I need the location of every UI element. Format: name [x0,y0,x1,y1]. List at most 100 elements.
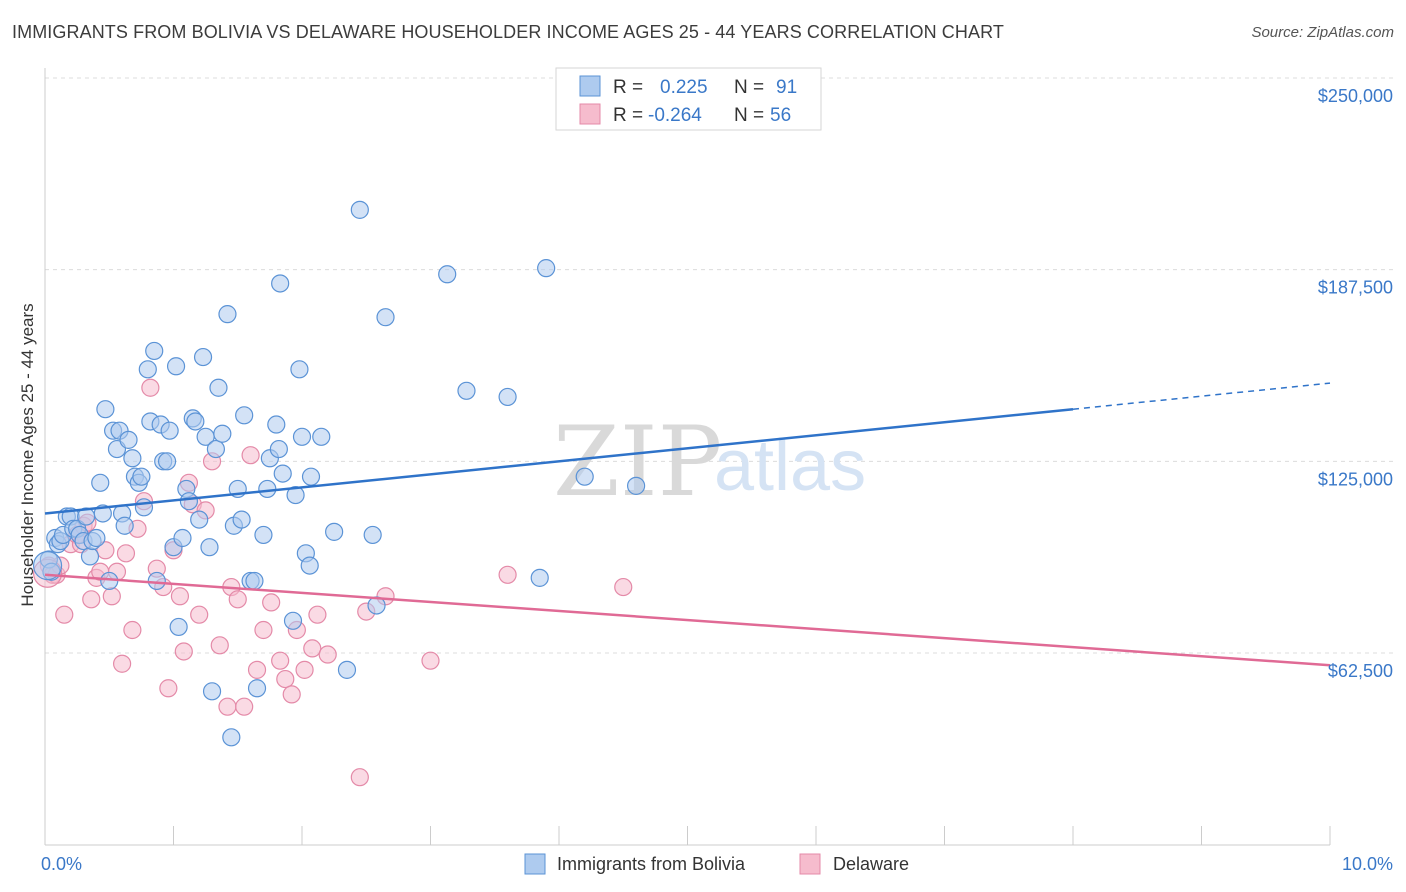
delaware-point-47 [303,639,322,658]
delaware-point-53 [421,651,440,670]
delaware-point-37 [235,697,254,716]
bolivia-trend-extension [1072,382,1331,410]
bolivia-point-90 [575,467,594,486]
bolivia-point-16 [91,473,110,492]
bolivia-point-41 [169,617,188,637]
bolivia-point-40 [166,357,186,376]
trend-lines [44,382,1331,667]
x-tick-label-0: 0.0% [41,854,82,874]
bolivia-point-42 [173,528,192,548]
bolivia-point-64 [254,525,273,545]
bolivia-point-54 [213,424,232,443]
legend-n-label-1: N = [734,77,764,98]
legend-n-value-2: 56 [770,105,791,126]
y-tick-labels: $62,500 $125,000 $187,500 $250,000 [1318,86,1393,681]
delaware-point-39 [247,660,267,679]
delaware-trend-line [44,573,1331,667]
bolivia-point-26 [123,449,142,468]
bolivia-point-84 [376,308,395,327]
bolivia-point-65 [258,479,277,499]
bolivia-point-86 [457,381,476,400]
bolivia-point-62 [245,571,264,591]
grid-lines [45,77,1395,654]
delaware-point-54 [498,565,517,584]
delaware-point-13 [96,541,115,560]
bolivia-point-25 [119,430,138,449]
bolivia-point-50 [200,538,219,557]
legend-r-value-1: 0.225 [660,77,708,98]
legend-pink-swatch [579,103,601,125]
y-tick-label-1: $125,000 [1318,469,1393,489]
delaware-point-17 [116,544,136,563]
y-tick-label-0: $62,500 [1328,661,1393,681]
watermark-atlas: atlas [714,426,866,506]
watermark: ZIP atlas [553,406,866,518]
bolivia-point-68 [269,439,288,459]
delaware-point-50 [350,768,369,787]
bolivia-point-48 [193,347,213,367]
watermark-zip: ZIP [553,406,722,518]
bolivia-point-91 [626,476,646,495]
bolivia-point-53 [209,378,228,397]
bolivia-cluster-marker [32,550,63,581]
delaware-point-55 [614,577,633,597]
legend-bolivia-label: Immigrants from Bolivia [557,854,746,874]
y-tick-label-3: $250,000 [1318,86,1393,106]
delaware-point-30 [190,605,209,624]
x-tick-label-1: 10.0% [1342,854,1393,874]
bolivia-point-24 [115,516,134,535]
delaware-point-16 [112,654,132,673]
legend-n-value-1: 91 [776,77,797,98]
legend-r-label-1: R = [613,77,643,98]
bolivia-point-55 [218,305,237,324]
bolivia-point-52 [206,439,226,459]
bolivia-point-34 [147,571,166,591]
bolivia-point-13 [80,547,100,566]
legend-bolivia-swatch [524,853,546,875]
legend-r-value-2: -0.264 [648,105,702,126]
bolivia-point-74 [292,427,312,446]
delaware-point-4 [55,605,74,624]
y-axis-label: Householder Income Ages 25 - 44 years [18,303,37,606]
delaware-point-44 [282,685,301,704]
bolivia-point-81 [350,200,369,219]
bolivia-point-31 [138,360,157,379]
bolivia-point-59 [232,510,251,529]
delaware-point-21 [141,378,160,397]
y-tick-label-2: $187,500 [1318,278,1393,298]
delaware-point-18 [123,620,142,640]
delaware-point-34 [218,697,237,716]
bolivia-point-56 [222,728,241,747]
delaware-point-38 [241,446,260,465]
bolivia-point-80 [337,660,357,679]
bolivia-point-33 [145,341,164,361]
bolivia-point-15 [87,528,106,548]
delaware-point-27 [174,642,193,661]
delaware-point-24 [159,679,178,698]
bolivia-point-88 [530,568,549,587]
bolivia-point-87 [498,387,517,407]
bolivia-point-85 [438,265,457,284]
bolivia-point-29 [132,467,151,486]
chart-source: Source: ZipAtlas.com [1251,24,1394,41]
bolivia-point-78 [312,427,331,446]
legend-r-label-2: R = [613,105,643,126]
delaware-point-33 [210,636,229,655]
x-tick-labels: 0.0% 10.0% [41,854,1393,874]
delaware-point-14 [102,587,121,606]
bolivia-point-73 [290,360,309,379]
chart-title: IMMIGRANTS FROM BOLIVIA VS DELAWARE HOUS… [12,22,1004,42]
legend-delaware-swatch [799,853,821,875]
bolivia-point-37 [157,452,177,471]
delaware-point-41 [262,593,281,612]
bolivia-point-72 [286,485,305,505]
delaware-point-46 [295,660,314,679]
bolivia-point-46 [186,412,205,431]
bolivia-point-79 [325,522,344,541]
bolivia-point-89 [537,259,556,278]
legend-n-label-2: N = [734,105,764,126]
bolivia-point-44 [179,492,199,511]
delaware-point-48 [308,605,327,624]
bolivia-trend-line [44,407,1074,515]
